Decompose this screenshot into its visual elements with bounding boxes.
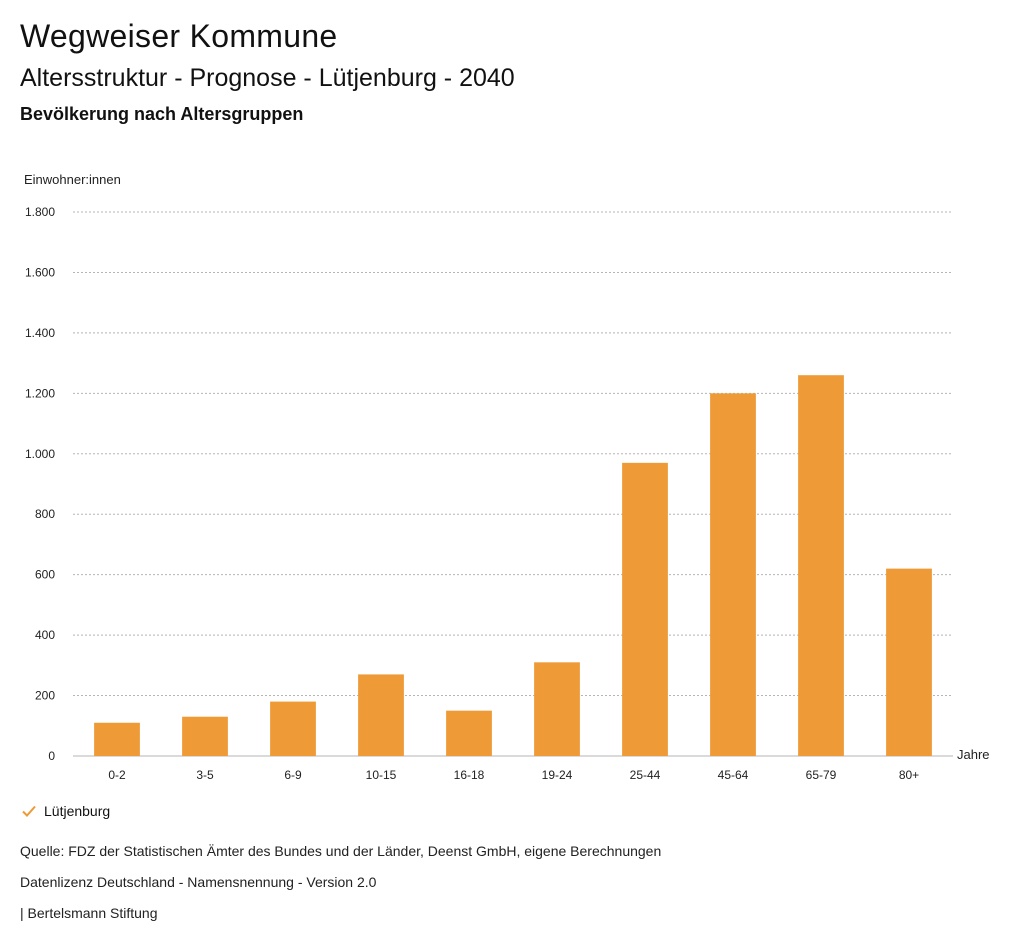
- y-tick-label: 1.200: [25, 386, 55, 400]
- x-axis-title: Jahre: [957, 747, 990, 762]
- x-tick-label: 65-79: [806, 768, 837, 782]
- y-tick-label: 600: [35, 568, 55, 582]
- x-tick-label: 19-24: [542, 768, 573, 782]
- x-tick-label: 45-64: [718, 768, 749, 782]
- y-tick-label: 1.000: [25, 447, 55, 461]
- y-tick-label: 1.400: [25, 326, 55, 340]
- bar-16-18: [446, 710, 492, 756]
- y-axis-title: Einwohner:innen: [24, 172, 121, 187]
- legend[interactable]: Lütjenburg: [20, 802, 110, 820]
- bar-65-79: [798, 375, 844, 756]
- x-tick-label: 80+: [899, 768, 919, 782]
- y-tick-label: 0: [48, 749, 55, 763]
- bar-10-15: [358, 674, 404, 756]
- check-icon: [22, 805, 36, 817]
- source-note: Quelle: FDZ der Statistischen Ämter des …: [20, 843, 662, 859]
- license-note: Datenlizenz Deutschland - Namensnennung …: [20, 874, 377, 890]
- bar-chart: Einwohner:innen 0 200 400 600 800 1.000 1.200 1.…: [24, 172, 990, 782]
- publisher-note: | Bertelsmann Stiftung: [20, 905, 158, 921]
- y-tick-label: 800: [35, 507, 55, 521]
- x-tick-label: 16-18: [454, 768, 485, 782]
- y-tick-label: 400: [35, 628, 55, 642]
- bar-3-5: [182, 716, 228, 756]
- bar-6-9: [270, 701, 316, 756]
- y-tick-label: 1.600: [25, 265, 55, 279]
- page-title: Wegweiser Kommune: [20, 18, 338, 54]
- chart-subtitle: Altersstruktur - Prognose - Lütjenburg -…: [20, 64, 515, 92]
- bar-80+: [886, 568, 932, 756]
- bar-19-24: [534, 662, 580, 756]
- x-tick-label: 25-44: [630, 768, 661, 782]
- y-tick-label: 200: [35, 689, 55, 703]
- x-tick-label: 3-5: [196, 768, 214, 782]
- x-tick-label: 0-2: [108, 768, 126, 782]
- bar-45-64: [710, 393, 756, 756]
- chart-heading: Bevölkerung nach Altersgruppen: [20, 104, 304, 124]
- y-tick-label: 1.800: [25, 205, 55, 219]
- x-tick-label: 6-9: [284, 768, 302, 782]
- bar-0-2: [94, 722, 140, 756]
- legend-label-luetjenburg: Lütjenburg: [44, 803, 111, 819]
- bar-25-44: [622, 462, 668, 756]
- x-tick-label: 10-15: [366, 768, 397, 782]
